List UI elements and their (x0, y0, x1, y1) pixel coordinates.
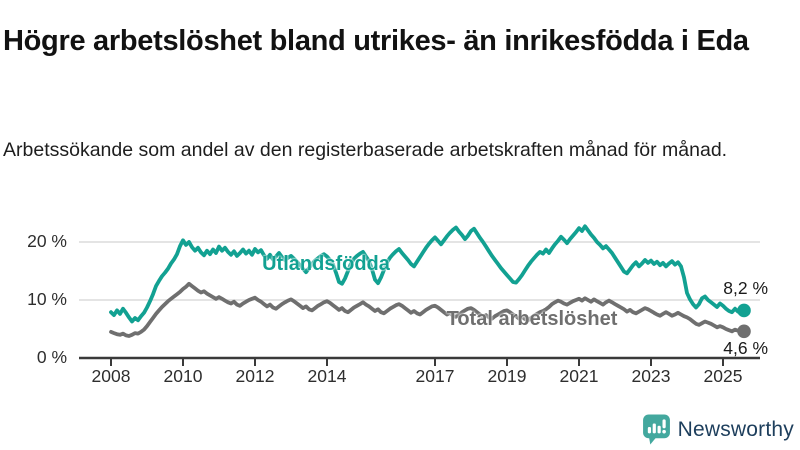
series-line-1 (111, 284, 744, 336)
end-value-label-utlandsfodda: 8,2 % (698, 278, 768, 299)
x-axis-tick-label: 2021 (544, 366, 614, 387)
y-axis-tick-label: 20 % (8, 231, 67, 252)
x-axis-tick-label: 2008 (76, 366, 146, 387)
series-end-dot-0 (737, 304, 751, 318)
brand-name: Newsworthy (678, 418, 794, 442)
x-axis-tick-label: 2012 (220, 366, 290, 387)
newsworthy-logo: Newsworthy (642, 414, 794, 445)
x-axis-tick-label: 2010 (148, 366, 218, 387)
series-label-utlandsfodda: Utlandsfödda (262, 253, 390, 276)
x-axis-tick-label: 2023 (616, 366, 686, 387)
y-axis-tick-label: 10 % (8, 289, 67, 310)
end-value-label-total: 4,6 % (698, 338, 768, 359)
x-axis-tick-label: 2017 (400, 366, 470, 387)
x-axis-tick-label: 2025 (688, 366, 758, 387)
series-end-dot-1 (737, 325, 751, 339)
x-axis-tick-label: 2014 (292, 366, 362, 387)
newsworthy-logo-icon (642, 414, 671, 445)
x-axis-tick-label: 2019 (472, 366, 542, 387)
y-axis-tick-label: 0 % (8, 347, 67, 368)
series-label-total-arbetsloshet: Total arbetslöshet (447, 308, 618, 331)
